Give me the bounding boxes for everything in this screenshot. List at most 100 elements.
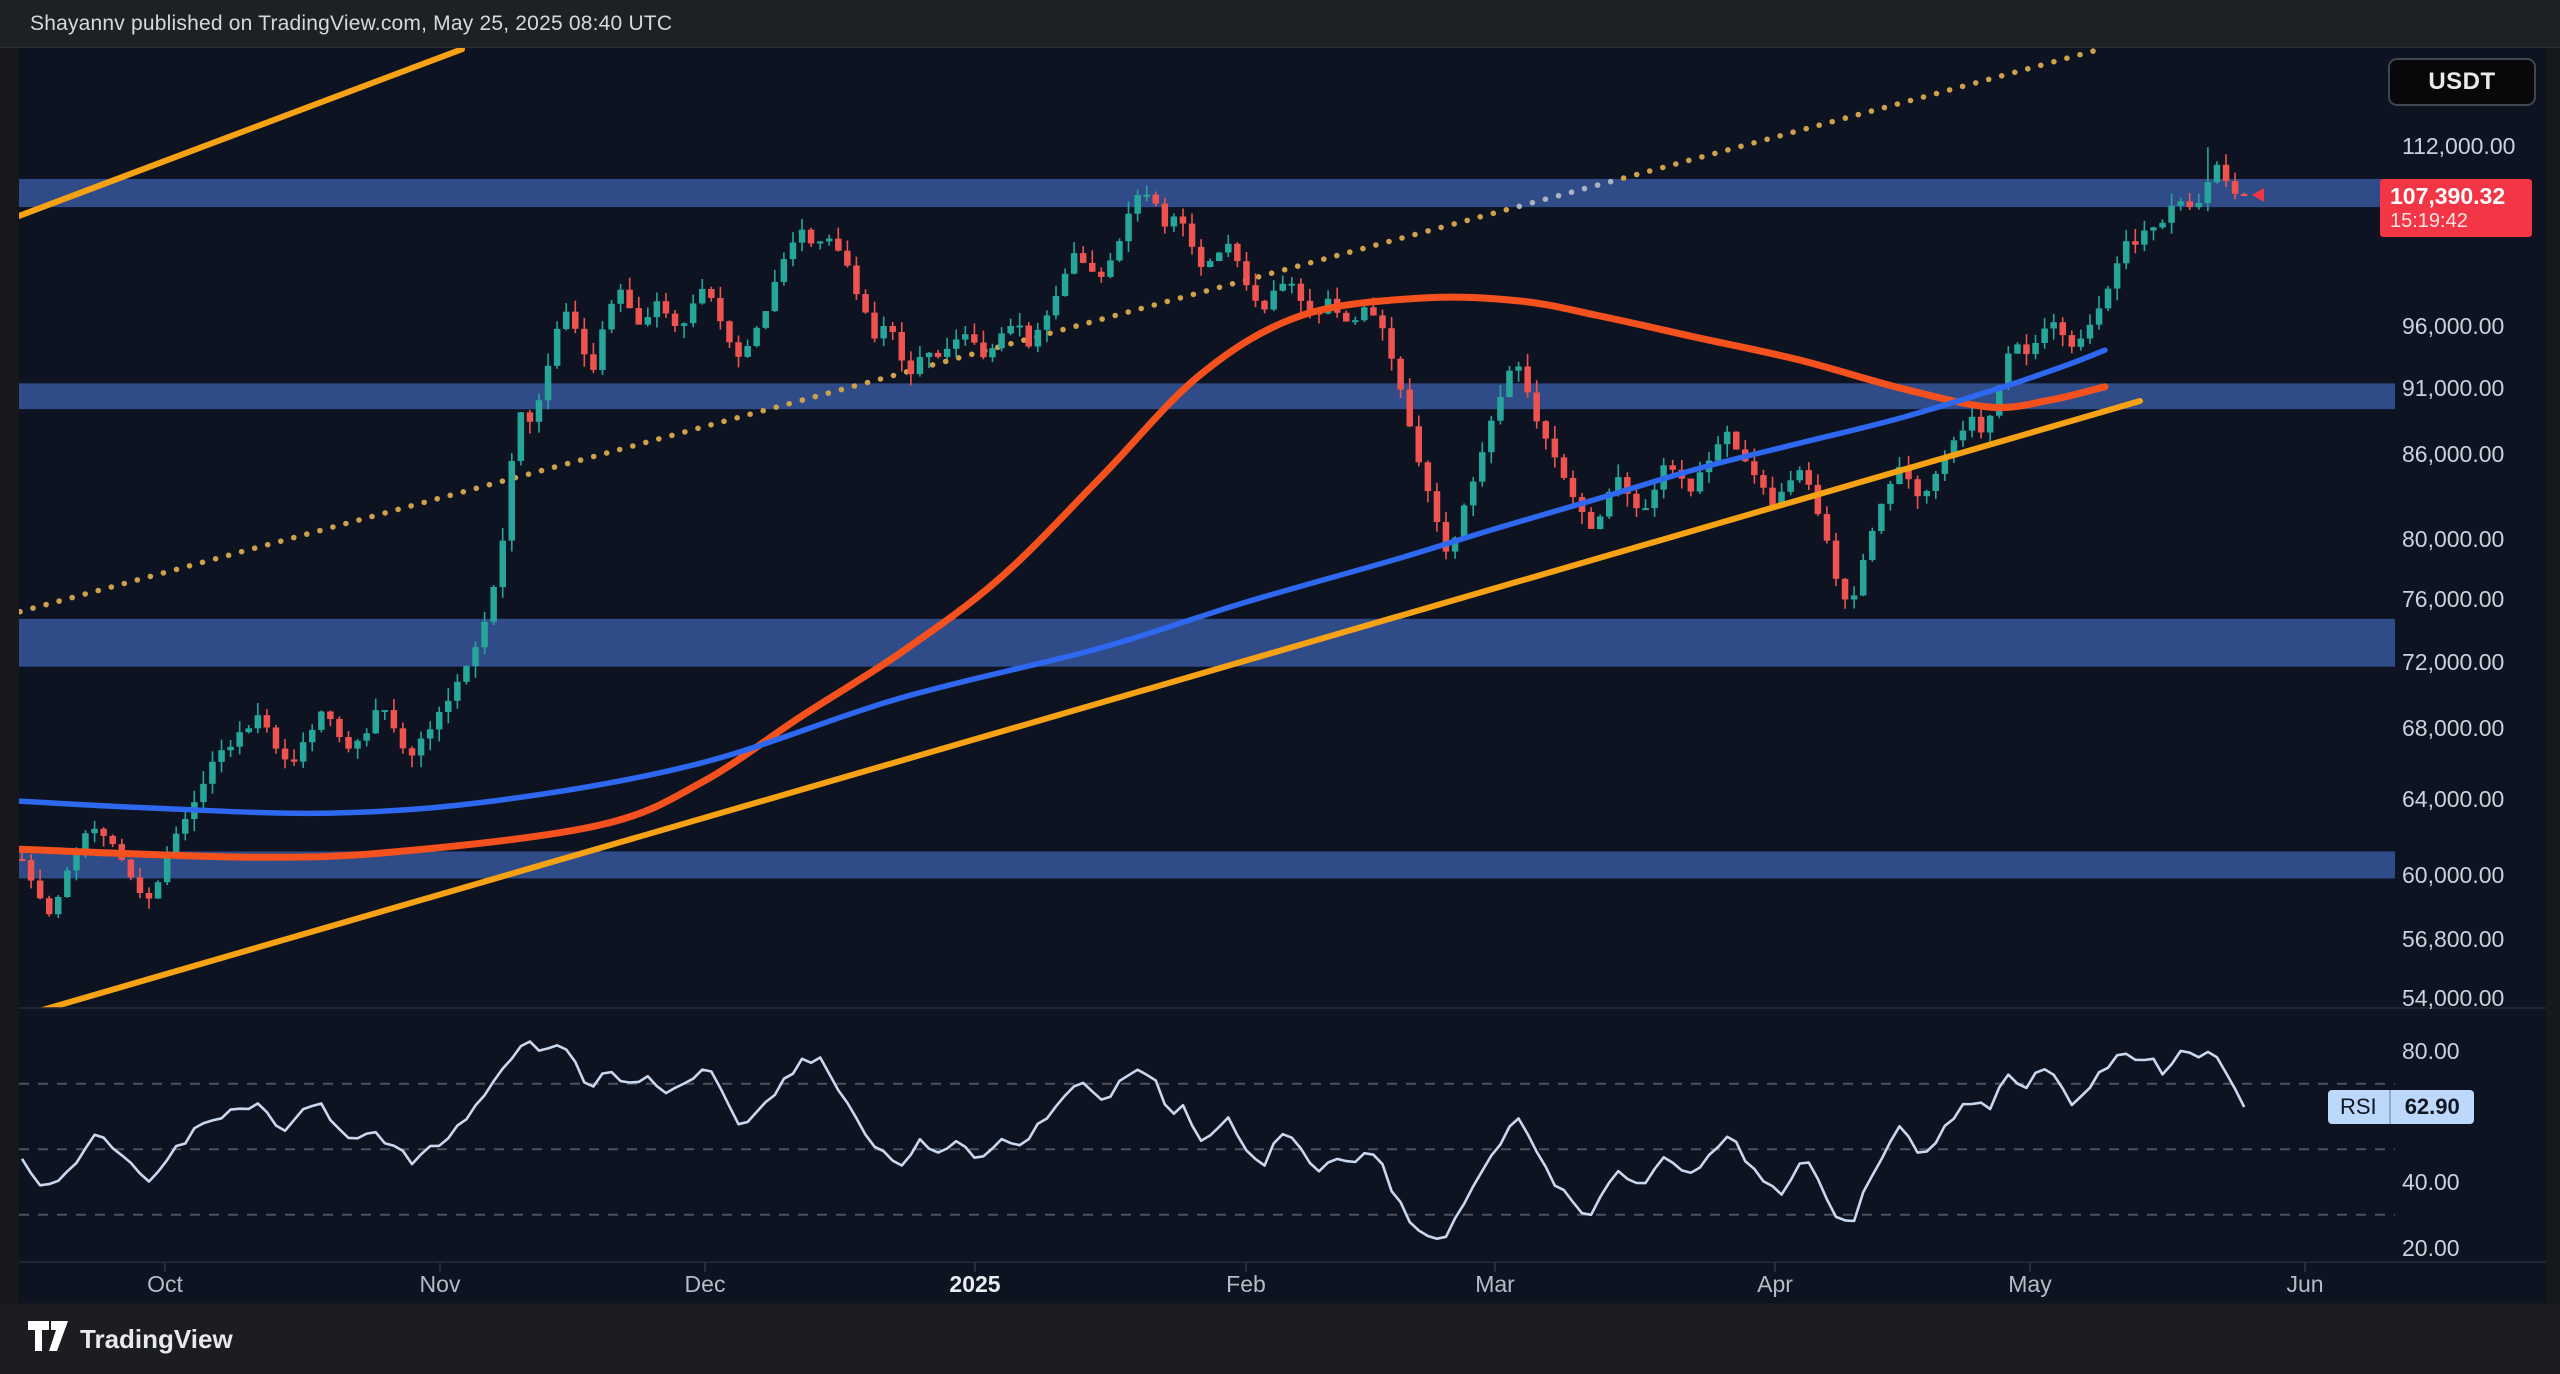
candle-body [771,281,779,312]
trendline-upper-channel-solid[interactable] [19,47,465,219]
candle-body [1170,216,1178,227]
ma-line-red[interactable] [19,293,2109,861]
candle-body [209,761,216,784]
candle-body [1542,421,1549,439]
rsi-pane[interactable] [19,1040,2395,1240]
tradingview-logo-icon[interactable] [28,1321,68,1357]
candle-wick [1091,250,1094,272]
candle-body [290,759,298,762]
candle-body [1388,328,1395,359]
candle-body [2240,194,2248,196]
rsi-axis-label: 80.00 [2402,1038,2460,1064]
candle-body [1896,466,1903,484]
candle-body [2014,344,2021,354]
last-price-arrow-icon [2252,188,2264,202]
rsi-line [20,1040,2246,1240]
rsi-axis-label: 40.00 [2402,1169,2460,1196]
price-axis-label: 54,000.00 [2402,984,2505,1011]
candle-body [780,259,788,282]
candle-body [1878,503,1885,531]
price-pane[interactable] [17,47,2395,1010]
candle-wick [2152,226,2155,241]
candle-body [417,738,425,756]
candle-body [281,748,289,760]
candle-body [172,833,180,856]
trendline-lower-channel-solid[interactable] [39,398,2143,1010]
candle-wick [1318,311,1320,324]
candle-body [880,326,887,339]
candle-body [481,621,488,648]
candle-body [1624,477,1631,494]
quote-currency-badge[interactable]: USDT [2388,58,2536,106]
time-axis[interactable] [19,1262,2546,1303]
candle-body [2177,201,2184,206]
candle-body [1887,483,1894,504]
candle-body [2041,328,2048,343]
candle-body [1433,491,1441,522]
candle-wick [21,847,23,861]
candle-body [889,326,896,332]
candle-body [1252,285,1259,301]
candle-body [399,728,407,749]
candle-body [2141,230,2148,245]
candle-body [1869,531,1876,560]
candle-body [182,819,189,834]
candle-body [1633,493,1640,509]
candle-body [127,859,135,878]
candle-body [544,365,552,401]
candle-wick [356,738,359,759]
price-axis-label: 112,000.00 [2402,133,2516,160]
candle-wick [819,241,821,250]
candle-wick [384,710,386,720]
candle-body [272,727,280,749]
candle-body [109,835,116,845]
candle-body [2231,181,2239,194]
candle-body [508,460,515,541]
candle-body [490,587,497,622]
candle-body [998,333,1005,349]
candle-body [1370,307,1377,316]
candle-body [372,710,379,734]
candle-body [1569,477,1577,498]
candle-body [2213,164,2221,183]
candle-body [1216,252,1223,261]
candle-body [1769,487,1776,506]
candle-body [91,828,98,834]
candle-body [798,229,806,243]
price-axis-label: 91,000.00 [2402,375,2505,402]
ma-line-blue[interactable] [19,347,2108,817]
candle-body [263,715,271,728]
candle-body [1506,370,1513,397]
candle-body [1152,194,1159,204]
tradingview-brand[interactable]: TradingView [80,1323,233,1354]
candle-body [535,400,543,422]
candle-body [1089,262,1096,272]
candle-body [1179,216,1187,224]
candle-body [1587,511,1595,529]
candle-body [55,897,62,915]
candle-body [1733,431,1740,450]
candle-body [699,289,706,304]
candle-body [2068,335,2076,347]
candle-body [2123,241,2130,264]
candle-body [680,323,688,326]
candle-body [653,301,661,318]
candle-body [499,540,506,588]
candle-wick [2134,229,2137,254]
header-bar: Shayannv published on TradingView.com, M… [0,0,2560,48]
time-axis-label-may: May [2008,1271,2052,1297]
candle-body [572,311,579,329]
candle-body [1606,491,1613,517]
candle-body [626,289,633,309]
candle-body [635,308,642,325]
candle-body [73,852,80,871]
price-band-3 [19,618,2395,667]
candle-body [1061,273,1069,296]
candle-body [1814,484,1822,515]
candle-wick [411,746,413,768]
candle-body [1397,358,1404,390]
last-price-badge: 107,390.32 15:19:42 [2380,179,2532,237]
price-axis-label: 64,000.00 [2402,786,2505,813]
candle-body [563,311,570,329]
